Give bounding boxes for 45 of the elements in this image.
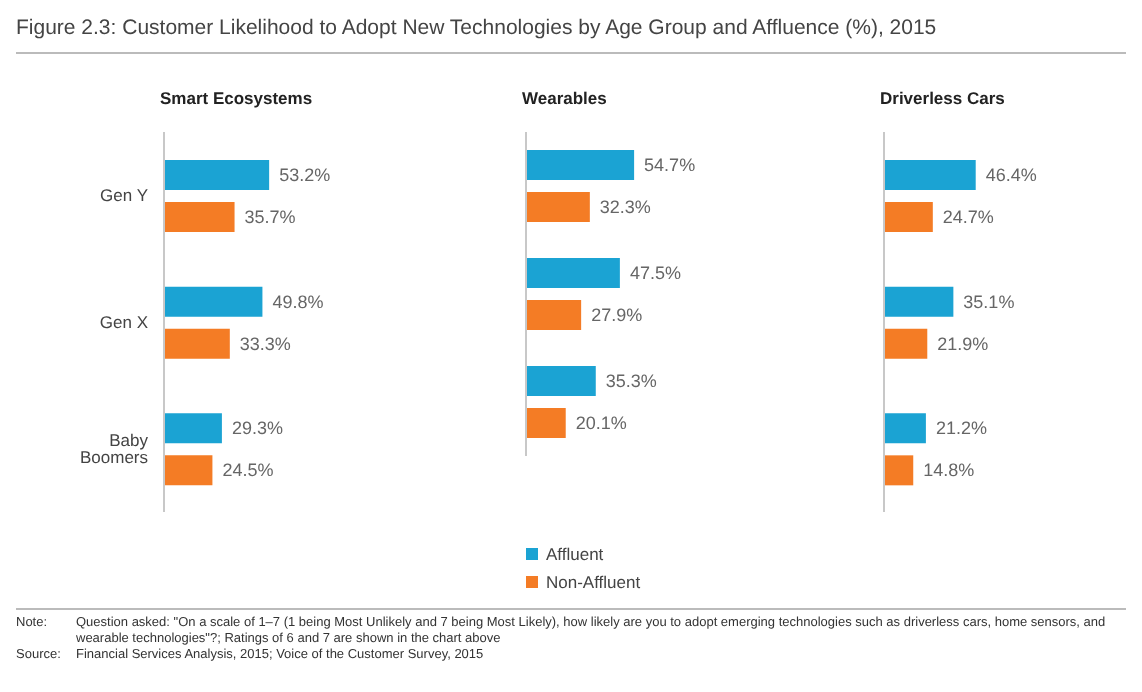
bar (526, 150, 635, 180)
data-label: 21.9% (937, 333, 989, 354)
bar (164, 328, 230, 359)
text: Figure 2.3: Customer Likelihood to Adopt New Technologies by Age Group and Affluence (%), 2015 (16, 16, 937, 40)
y-tick-label: Gen X (99, 312, 149, 333)
data-label: 54.7% (644, 155, 696, 175)
data-label: 20.1% (575, 413, 627, 433)
bar (164, 455, 213, 486)
y-tick-label: Gen Y (100, 185, 149, 206)
bar (526, 366, 596, 396)
data-label: 24.5% (222, 460, 274, 481)
data-label: 46.4% (985, 165, 1037, 185)
bar (884, 202, 933, 232)
bar (526, 258, 620, 288)
y-tick-label: Baby Boomers (79, 430, 150, 468)
bar (884, 455, 914, 486)
data-label: 24.7% (942, 207, 994, 227)
data-label: 35.1% (963, 291, 1015, 312)
bar (164, 413, 222, 444)
bar (526, 300, 582, 330)
data-label: 35.3% (605, 371, 657, 391)
data-label: 47.5% (629, 263, 681, 283)
data-label: 49.8% (272, 291, 324, 312)
bar (526, 408, 566, 438)
chart-subtitle: Smart Ecosystems (160, 88, 313, 108)
data-label: 32.3% (599, 197, 651, 217)
data-label: 21.2% (935, 418, 987, 439)
bar (884, 413, 926, 444)
legend-label: Affluent (546, 544, 604, 564)
data-label: 35.7% (244, 207, 296, 227)
legend-label: Non-Affluent (546, 572, 641, 592)
bar (164, 160, 270, 190)
bar (884, 328, 928, 359)
bar (884, 286, 954, 317)
data-label: 53.2% (279, 165, 331, 185)
bar (526, 192, 590, 222)
bar (164, 202, 235, 232)
chart-subtitle: Driverless Cars (880, 88, 1005, 108)
chart-subtitle: Wearables (522, 88, 607, 108)
data-label: 14.8% (923, 460, 975, 481)
data-label: 29.3% (231, 418, 283, 439)
data-label: 33.3% (239, 333, 291, 354)
bar (884, 160, 976, 190)
bar (164, 286, 263, 317)
data-label: 27.9% (591, 305, 643, 325)
